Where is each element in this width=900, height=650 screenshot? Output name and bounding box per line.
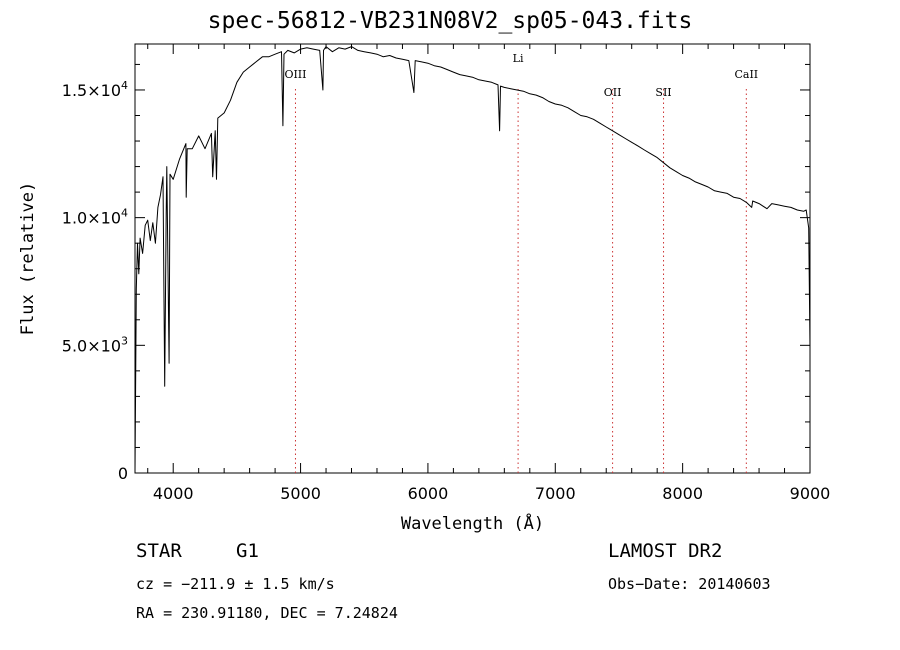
- line-marker-label: OII: [604, 86, 622, 99]
- x-tick-label: 5000: [280, 484, 321, 503]
- spectrum-line: [134, 46, 811, 474]
- y-axis-label: Flux (relative): [18, 182, 38, 336]
- y-tick-label: 0: [118, 464, 128, 483]
- coordinates: RA = 230.91180, DEC = 7.24824: [136, 604, 398, 622]
- line-marker-label: SII: [655, 86, 671, 99]
- chart-title: spec-56812-VB231N08V2_sp05-043.fits: [207, 8, 693, 34]
- x-tick-label: 9000: [790, 484, 831, 503]
- x-tick-label: 7000: [535, 484, 576, 503]
- y-tick-label: 5.0×103: [62, 334, 128, 355]
- line-marker-label: OIII: [284, 68, 306, 81]
- x-tick-label: 4000: [153, 484, 194, 503]
- x-tick-label: 6000: [408, 484, 449, 503]
- y-tick-label: 1.0×104: [62, 207, 128, 228]
- object-type: STAR: [136, 540, 182, 562]
- plot-frame: [134, 43, 811, 474]
- x-tick-label: 8000: [662, 484, 703, 503]
- data-release: LAMOST DR2: [608, 540, 723, 562]
- y-tick-label: 1.5×104: [62, 79, 128, 100]
- redshift-velocity: cz = −211.9 ± 1.5 km/s: [136, 575, 335, 593]
- line-marker-label: Li: [513, 52, 524, 65]
- object-subclass: G1: [236, 540, 259, 562]
- x-axis-label: Wavelength (Å): [401, 512, 544, 534]
- observation-date: Obs−Date: 20140603: [608, 575, 771, 593]
- line-marker-label: CaII: [734, 68, 758, 81]
